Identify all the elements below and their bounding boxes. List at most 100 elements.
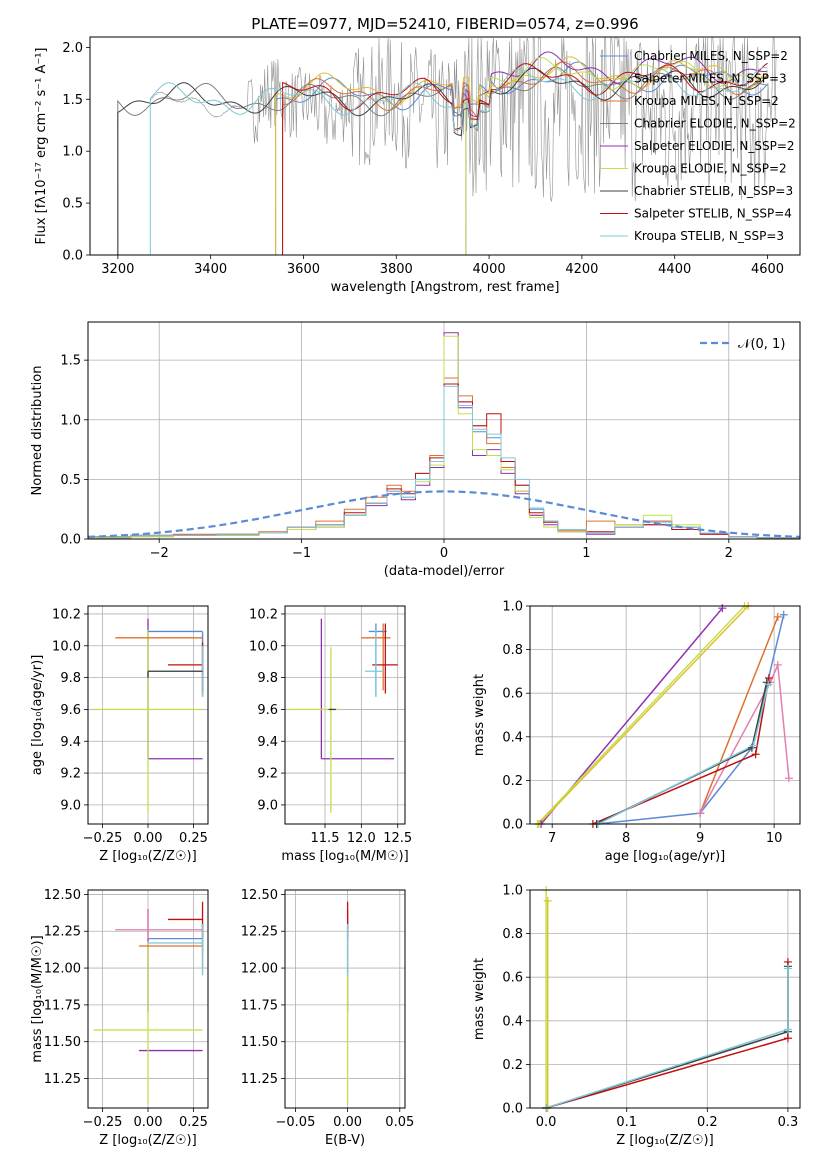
y-tick-label: 0.0 — [502, 1102, 523, 1117]
y-tick-label: 0.2 — [502, 774, 523, 789]
x-tick-label: 0.00 — [333, 1115, 362, 1130]
x-tick-label: −0.25 — [83, 1115, 123, 1130]
panel-mass-vs-ebv: −0.05 0.00 0.05 11.25 11.50 11.75 12.00 12.25 12… — [241, 888, 414, 1148]
y-tick-label: 1.0 — [502, 600, 523, 615]
y-tick-label: 1.0 — [60, 413, 81, 428]
legend-label: Kroupa MILES, N_SSP=2 — [634, 94, 779, 108]
y-tick-label: 11.50 — [44, 1035, 81, 1050]
x-tick-label: 0.1 — [616, 1115, 637, 1130]
legend-label: Salpeter ELODIE, N_SSP=2 — [634, 139, 795, 153]
x-tick-label: 2 — [725, 546, 733, 561]
chart-title: PLATE=0977, MJD=52410, FIBERID=0574, z=0… — [251, 15, 638, 33]
y-tick-label: 12.00 — [44, 962, 81, 977]
y-tick-label: 0.5 — [62, 197, 83, 212]
x-tick-label: 8 — [622, 831, 630, 846]
y-tick-label: 12.25 — [44, 925, 81, 940]
x-axis-label: Z [log₁₀(Z/Z☉)] — [616, 1133, 713, 1148]
axes-frame — [87, 605, 209, 825]
y-tick-label: 11.25 — [44, 1072, 81, 1087]
x-tick-label: 3800 — [380, 262, 413, 277]
plot-area — [93, 618, 204, 813]
x-tick-label: 10 — [766, 831, 783, 846]
y-tick-label: 9.6 — [257, 703, 278, 718]
x-tick-label: 3200 — [101, 262, 134, 277]
weight-point-marker — [751, 750, 760, 759]
weight-line-4 — [545, 966, 789, 1108]
axes-frame — [87, 321, 801, 540]
y-tick-label: 9.2 — [60, 767, 81, 782]
plot-area — [545, 890, 789, 1108]
x-tick-label: 3400 — [194, 262, 227, 277]
x-axis-label: age [log₁₀(age/yr)] — [605, 849, 726, 864]
axes-frame — [529, 889, 801, 1109]
y-tick-label: 10.0 — [52, 639, 81, 654]
x-axis-label: Z [log₁₀(Z/Z☉)] — [99, 1133, 196, 1148]
x-tick-label: 0.00 — [134, 831, 163, 846]
y-tick-label: 9.0 — [60, 798, 81, 813]
legend: 𝒩(0, 1) — [700, 337, 785, 352]
panel-weight-vs-Z: 0.0 0.1 0.2 0.3 0.0 0.2 0.4 0.6 0.8 1.0 Z [log₁₀(Z… — [472, 884, 801, 1148]
weight-point-marker — [783, 964, 792, 973]
x-axis-label: Z [log₁₀(Z/Z☉)] — [99, 849, 196, 864]
legend: Chabrier MILES, N_SSP=2 Salpeter MILES, N… — [600, 49, 796, 243]
model-line-7 — [117, 67, 768, 255]
y-tick-label: 0.5 — [60, 473, 81, 488]
y-tick-label: 0.0 — [60, 533, 81, 548]
y-tick-label: 12.50 — [241, 888, 278, 903]
model-line-8 — [117, 62, 768, 255]
weight-point-marker — [764, 680, 773, 689]
x-tick-label: −0.05 — [276, 1115, 316, 1130]
y-tick-label: 0.6 — [502, 687, 523, 702]
y-tick-label: 12.25 — [241, 925, 278, 940]
y-tick-label: 11.75 — [44, 998, 81, 1013]
y-tick-label: 1.5 — [62, 93, 83, 108]
x-tick-label: 0.2 — [697, 1115, 718, 1130]
weight-line-3 — [545, 961, 789, 1108]
y-tick-label: 10.2 — [52, 607, 81, 622]
panel-spectrum: 3200 3400 3600 3800 4000 4200 4400 4600 0.0 0.5 1.… — [34, 15, 801, 295]
x-axis-label: mass [log₁₀(M/M☉)] — [281, 849, 408, 864]
x-axis-label: E(B-V) — [325, 1133, 365, 1148]
weight-line-8 — [596, 682, 768, 824]
y-axis-label: mass weight — [472, 958, 487, 1040]
weight-line-5 — [545, 968, 789, 1108]
axes-frame — [87, 889, 209, 1109]
plot-area — [117, 37, 777, 255]
histogram-step-6 — [88, 385, 800, 539]
x-tick-label: 4000 — [473, 262, 506, 277]
model-line-3 — [117, 61, 768, 255]
weight-point-marker — [784, 774, 793, 783]
y-tick-label: 9.6 — [60, 703, 81, 718]
y-tick-label: 11.25 — [241, 1072, 278, 1087]
y-tick-label: 9.4 — [257, 735, 278, 750]
y-tick-label: 9.8 — [60, 671, 81, 686]
y-tick-label: 0.4 — [502, 1014, 523, 1029]
weight-point-marker — [779, 610, 788, 619]
x-tick-label: 0.3 — [778, 1115, 799, 1130]
y-tick-label: 10.0 — [249, 639, 278, 654]
x-tick-label: 7 — [548, 831, 556, 846]
weight-point-marker — [764, 673, 773, 682]
panel-age-vs-Z: −0.25 0.00 0.25 9.0 9.2 9.4 9.6 9.8 10.0 10.2 Z [l… — [30, 605, 209, 864]
plot-area — [93, 901, 204, 1104]
legend-label: Salpeter STELIB, N_SSP=4 — [634, 207, 792, 221]
x-axis-label: wavelength [Angstrom, rest frame] — [331, 280, 560, 295]
model-line-9 — [117, 66, 768, 255]
legend-label: Chabrier STELIB, N_SSP=3 — [634, 184, 793, 198]
model-line-4 — [117, 66, 768, 255]
axes-frame — [284, 889, 406, 1109]
y-tick-label: 12.50 — [44, 888, 81, 903]
x-tick-label: 12.0 — [347, 831, 376, 846]
weight-point-marker — [543, 896, 552, 905]
y-tick-label: 9.2 — [257, 767, 278, 782]
x-tick-label: 0.05 — [385, 1115, 414, 1130]
y-tick-label: 0.4 — [502, 730, 523, 745]
legend-label: 𝒩(0, 1) — [738, 337, 785, 352]
weight-point-marker — [773, 660, 782, 669]
gaussian-curve — [88, 490, 800, 538]
x-tick-label: −1 — [292, 546, 311, 561]
x-tick-label: 4600 — [751, 262, 784, 277]
y-axis-label: Flux [fλ10⁻¹⁷ erg cm⁻² s⁻¹ A⁻¹] — [34, 48, 49, 245]
y-axis-label: mass weight — [472, 674, 487, 756]
